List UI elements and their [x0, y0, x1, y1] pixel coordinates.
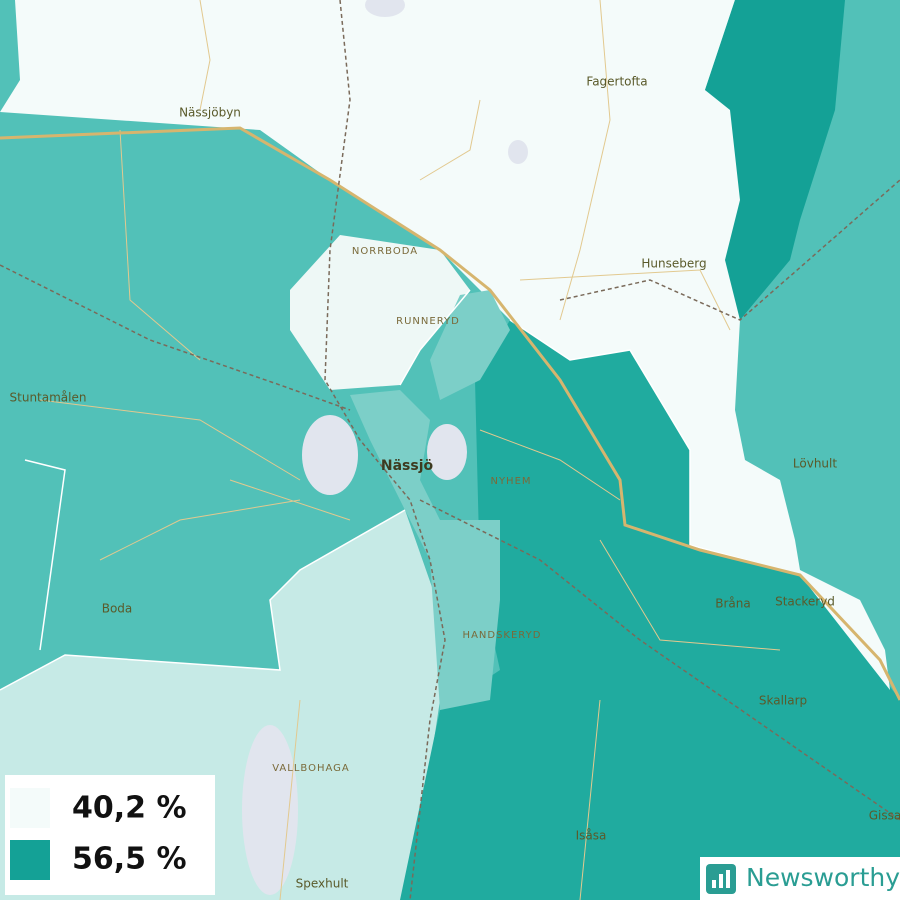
place-label: Gissa — [869, 809, 900, 823]
place-label: Stuntamålen — [10, 391, 87, 405]
district-label: NORRBODA — [352, 246, 418, 257]
border — [0, 289, 801, 691]
region-center-white — [290, 235, 470, 390]
legend-label: 40,2 % — [72, 791, 187, 826]
place-label: Spexhult — [296, 877, 349, 891]
region-dark-strip — [705, 0, 845, 320]
road — [39, 0, 781, 900]
legend-swatch — [10, 788, 50, 828]
lake — [302, 415, 358, 495]
place-label: Lövhult — [793, 457, 837, 471]
brand-badge: Newsworthy — [700, 857, 900, 900]
district-label: RUNNERYD — [396, 316, 460, 327]
place-label: Nässjöbyn — [179, 106, 241, 120]
district-label: HANDSKERYD — [463, 630, 542, 641]
brand-name: Newsworthy — [746, 863, 900, 892]
brand-icon-bar — [712, 880, 716, 888]
place-label: Boda — [102, 602, 133, 616]
lake — [427, 424, 467, 480]
place-label: Fagertofta — [586, 75, 647, 89]
brand-icon-bar — [726, 870, 730, 888]
place-label: Hunseberg — [641, 257, 706, 271]
place-label: Isåsa — [576, 829, 607, 843]
legend-label: 56,5 % — [72, 842, 187, 877]
brand-icon-bar — [719, 874, 723, 888]
district-label: VALLBOHAGA — [272, 763, 350, 774]
lake — [242, 725, 298, 895]
region-white — [0, 0, 890, 690]
city-label: Nässjö — [381, 458, 434, 474]
region-center-mid — [350, 390, 500, 710]
lake — [508, 140, 528, 164]
legend: 40,2 % 56,5 % — [5, 775, 215, 895]
region-dark — [400, 320, 900, 900]
place-label: Stackeryd — [775, 595, 835, 609]
lake — [365, 0, 405, 17]
place-label: Bråna — [715, 597, 750, 611]
place-label: Skallarp — [759, 694, 807, 708]
region-center-mid2 — [430, 290, 510, 400]
main-road — [0, 126, 900, 701]
district-label: NYHEM — [490, 476, 531, 487]
legend-swatch — [10, 840, 50, 880]
